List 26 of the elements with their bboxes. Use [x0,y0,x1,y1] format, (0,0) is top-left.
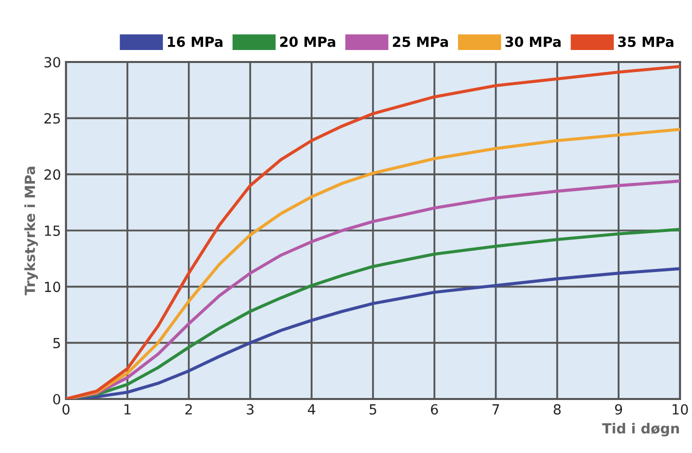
legend-label: 16 MPa [168,36,222,48]
y-tick-label: 30 [44,56,60,68]
x-tick-label: 7 [492,404,500,414]
legend-label: 20 MPa [280,36,336,48]
line-series [66,64,680,399]
x-tick-label: 10 [672,404,688,415]
y-tick-label: 15 [44,226,60,236]
legend-label: 30 MPa [505,36,561,48]
y-tick-label: 5 [53,338,60,348]
legend-label: 25 MPa [392,36,448,48]
x-tick-label: 9 [615,404,622,415]
x-axis-title: Tid i døgn [602,422,679,436]
y-tick-label: 10 [44,282,60,292]
y-tick-label: 25 [44,113,60,124]
x-tick-label: 6 [430,404,438,415]
x-tick-label: 5 [370,404,376,415]
x-tick-label: 1 [124,404,131,414]
y-tick-label: 0 [53,394,60,404]
x-tick-label: 0 [62,404,70,415]
y-tick-label: 20 [44,169,60,180]
x-tick-label: 2 [185,404,192,414]
y-axis-title: Trykstyrke i MPa [24,166,38,296]
x-tick-label: 3 [246,404,254,415]
x-tick-label: 8 [554,404,561,415]
legend-label: 35 MPa [618,36,674,48]
x-tick-label: 4 [308,404,316,414]
